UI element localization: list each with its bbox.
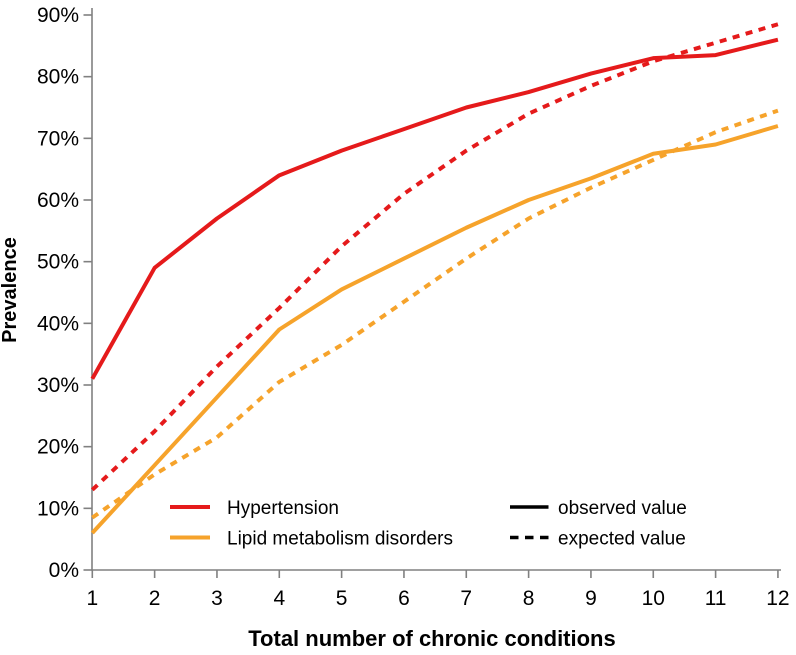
legend: Hypertension Lipid metabolism disorders … [170, 498, 687, 550]
y-axis-title: Prevalence [0, 237, 21, 343]
y-tick-label: 30% [37, 374, 79, 397]
legend-label-expected: expected value [558, 529, 686, 550]
y-tick-label: 50% [37, 251, 79, 274]
x-tick-label: 6 [398, 587, 410, 610]
x-tick-label: 7 [460, 587, 472, 610]
x-tick-label: 2 [149, 587, 161, 610]
x-tick-label: 1 [86, 587, 98, 610]
x-tick-label: 3 [211, 587, 223, 610]
y-axis-ticks: 0% 10% 20% 30% 40% 50% 60% 70% 80% 90% [37, 4, 92, 582]
y-tick-label: 10% [37, 497, 79, 520]
y-tick-label: 20% [37, 436, 79, 459]
y-tick-label: 60% [37, 189, 79, 212]
series-lipid-metabolism-disorders-observed [90, 124, 779, 535]
y-tick-label: 0% [49, 559, 79, 582]
legend-label-observed: observed value [558, 498, 687, 519]
x-tick-label: 8 [523, 587, 535, 610]
x-tick-label: 11 [705, 587, 727, 610]
y-tick-label: 80% [37, 66, 79, 89]
y-tick-label: 70% [37, 127, 79, 150]
plot-curves [90, 22, 779, 535]
y-tick-label: 90% [37, 4, 79, 27]
series-lipid-metabolism-disorders-expected [91, 108, 779, 520]
y-tick-label: 40% [37, 312, 79, 335]
legend-label-hypertension: Hypertension [227, 498, 339, 519]
x-tick-label: 5 [336, 587, 348, 610]
series-hypertension-observed [90, 37, 779, 380]
x-axis-title: Total number of chronic conditions [248, 626, 615, 651]
x-tick-label: 9 [585, 587, 597, 610]
legend-label-lipid-disorders: Lipid metabolism disorders [227, 529, 453, 550]
x-tick-label: 12 [766, 587, 789, 610]
x-tick-label: 10 [642, 587, 665, 610]
x-axis-ticks: 1 2 3 4 5 6 7 8 9 10 11 12 [86, 570, 790, 610]
x-tick-label: 4 [273, 587, 285, 610]
